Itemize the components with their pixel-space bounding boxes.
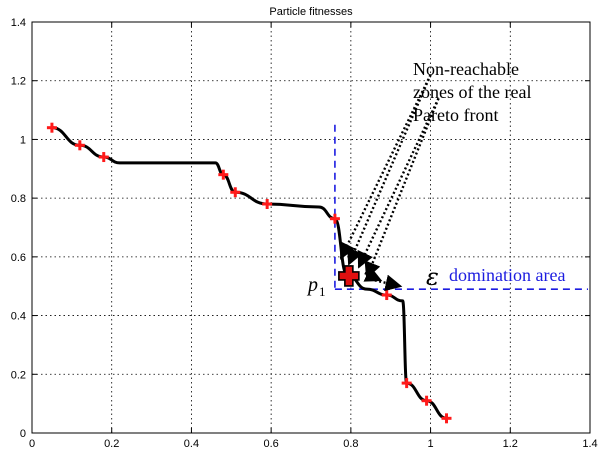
annotation-arrows bbox=[339, 74, 440, 292]
annotation-arrow bbox=[364, 97, 440, 279]
y-tick-label: 0.4 bbox=[11, 311, 26, 323]
annotation-arrow bbox=[339, 74, 432, 260]
particle-point bbox=[46, 122, 57, 133]
particle-point bbox=[218, 169, 229, 180]
p1-label: p bbox=[306, 274, 318, 296]
annotation-arrow bbox=[363, 266, 383, 282]
annotations: Non-reachable zones of the real Pareto fro… bbox=[306, 59, 565, 299]
x-axis-ticks: 0 0.2 0.4 0.6 0.8 1 1.2 1.4 bbox=[29, 22, 598, 450]
particle-point bbox=[262, 199, 273, 210]
y-tick-label: 1.4 bbox=[11, 17, 26, 29]
epsilon-domination-box bbox=[334, 124, 588, 290]
x-tick-label: 0.8 bbox=[343, 438, 358, 450]
particle-point bbox=[329, 213, 340, 224]
non-reachable-label-line: Pareto front bbox=[413, 105, 498, 125]
x-tick-label: 0.6 bbox=[263, 438, 278, 450]
plot-frame bbox=[31, 21, 591, 434]
y-axis-ticks: 0 0.2 0.4 0.6 0.8 1 1.2 1.4 bbox=[11, 17, 590, 440]
chart-title: Particle fitnesses bbox=[269, 6, 353, 18]
y-tick-label: 1 bbox=[20, 134, 26, 146]
particle-point bbox=[441, 413, 452, 424]
y-tick-label: 0 bbox=[20, 428, 26, 440]
p1-label-subscript: 1 bbox=[319, 284, 326, 299]
x-tick-label: 1.2 bbox=[503, 438, 518, 450]
p1-marker bbox=[338, 265, 360, 287]
non-reachable-label-line: Non-reachable bbox=[413, 59, 519, 79]
annotation-arrow bbox=[347, 74, 432, 266]
particle-markers bbox=[46, 122, 452, 424]
non-reachable-label-line: zones of the real bbox=[413, 82, 531, 102]
y-tick-label: 0.6 bbox=[11, 252, 26, 264]
particle-point bbox=[401, 378, 412, 389]
particle-point bbox=[98, 152, 109, 163]
particle-point bbox=[421, 395, 432, 406]
x-tick-label: 1.4 bbox=[582, 438, 597, 450]
y-tick-label: 0.2 bbox=[11, 369, 26, 381]
domination-area-label: domination area bbox=[449, 265, 565, 285]
particle-point bbox=[230, 187, 241, 198]
p1-cross bbox=[338, 265, 360, 287]
grid-lines bbox=[32, 22, 590, 433]
particle-point bbox=[381, 290, 392, 301]
x-tick-label: 0.2 bbox=[104, 438, 119, 450]
epsilon-symbol: ε bbox=[426, 263, 439, 291]
x-tick-label: 1 bbox=[428, 438, 434, 450]
annotation-arrow bbox=[374, 274, 403, 292]
x-tick-label: 0 bbox=[29, 438, 35, 450]
x-tick-label: 0.4 bbox=[184, 438, 199, 450]
y-tick-label: 1.2 bbox=[11, 76, 26, 88]
y-tick-label: 0.8 bbox=[11, 193, 26, 205]
pareto-front-curve bbox=[50, 126, 449, 420]
particle-point bbox=[74, 140, 85, 151]
